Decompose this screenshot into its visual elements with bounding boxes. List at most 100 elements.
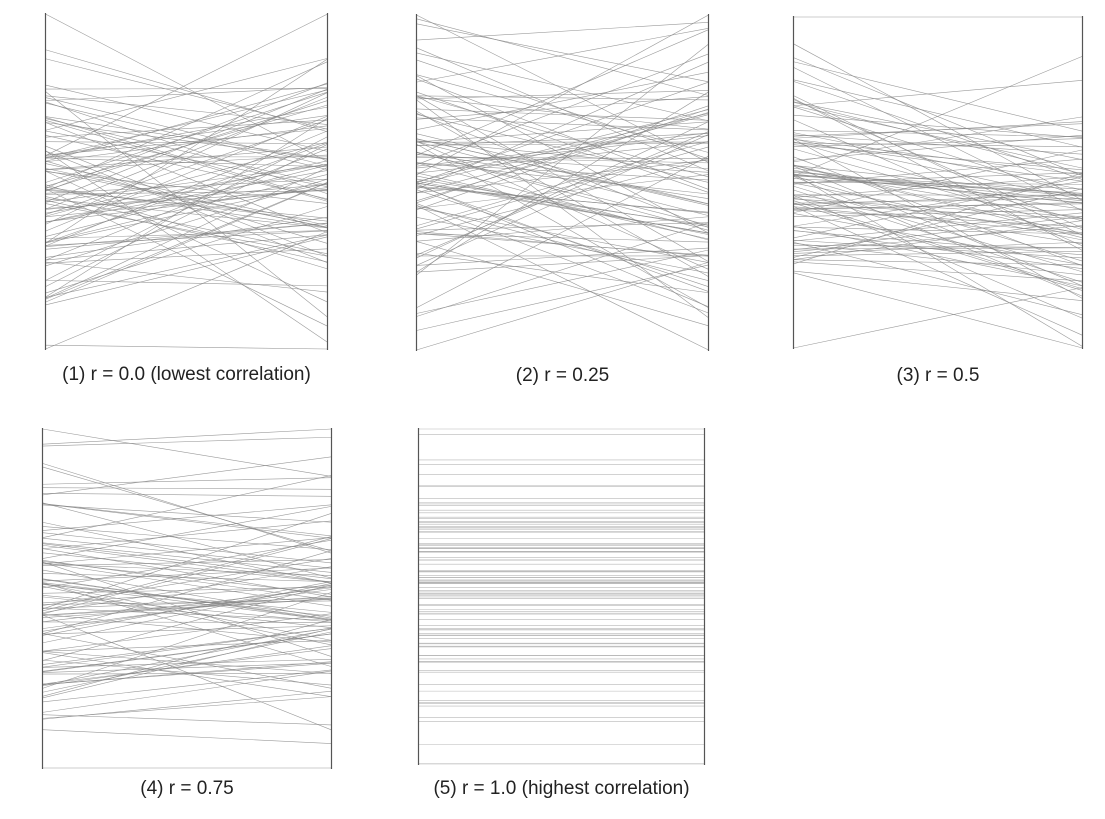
series-line — [793, 242, 1083, 276]
series-line — [42, 640, 332, 652]
series-line — [45, 97, 328, 167]
series-line — [416, 205, 709, 351]
series-line — [45, 174, 328, 243]
series-line — [42, 627, 332, 668]
series-line — [793, 119, 1083, 247]
series-line — [45, 280, 328, 287]
series-line — [42, 690, 332, 720]
chart-panel-3: (3) r = 0.5 — [792, 16, 1084, 386]
series-line — [416, 109, 709, 182]
series-line — [416, 121, 709, 259]
series-line — [45, 188, 328, 327]
series-line — [793, 138, 1083, 147]
series-line — [45, 144, 328, 287]
series-line — [416, 74, 709, 153]
series-line — [416, 141, 709, 216]
series-line — [42, 542, 332, 573]
series-line — [793, 43, 1083, 201]
series-line — [793, 287, 1083, 349]
series-line — [45, 230, 328, 246]
series-line — [793, 142, 1083, 148]
series-line — [45, 170, 328, 303]
series-line — [45, 203, 328, 257]
series-line — [793, 198, 1083, 217]
series-line — [793, 134, 1083, 155]
series-line — [45, 178, 328, 194]
chart-caption-4: (4) r = 0.75 — [140, 778, 234, 799]
series-line — [793, 158, 1083, 185]
series-line — [793, 229, 1083, 270]
series-line — [42, 487, 332, 490]
series-line — [416, 141, 709, 227]
series-line — [416, 162, 709, 181]
series-line — [45, 200, 328, 263]
series-line — [416, 112, 709, 202]
series-line — [42, 659, 332, 668]
series-line — [45, 182, 328, 300]
series-line — [416, 158, 709, 236]
series-line — [42, 537, 332, 565]
series-line — [45, 190, 328, 195]
series-line — [45, 120, 328, 202]
series-line — [416, 99, 709, 319]
series-line — [793, 270, 1083, 301]
series-line — [416, 131, 709, 256]
series-line — [45, 154, 328, 171]
series-line — [416, 52, 709, 122]
series-line — [42, 661, 332, 685]
series-line — [42, 477, 332, 485]
series-line — [42, 456, 332, 496]
series-line — [416, 29, 709, 156]
chart-panel-2: (2) r = 0.25 — [415, 14, 710, 386]
series-line — [45, 130, 328, 187]
series-line — [42, 648, 332, 685]
series-line — [45, 96, 328, 210]
parallel-coordinates-plot-2 — [415, 14, 710, 351]
series-line — [793, 172, 1083, 184]
series-line — [45, 163, 328, 203]
series-line — [416, 132, 709, 167]
series-line — [416, 110, 709, 277]
series-line — [42, 645, 332, 687]
series-line — [45, 122, 328, 160]
series-line — [45, 89, 328, 158]
series-line — [42, 466, 332, 552]
series-line — [45, 91, 328, 318]
series-line — [45, 188, 328, 218]
series-line — [45, 160, 328, 244]
series-line — [793, 244, 1083, 248]
series-line — [42, 670, 332, 713]
series-line — [45, 234, 328, 261]
series-line — [45, 119, 328, 138]
series-line — [416, 249, 709, 314]
series-line — [42, 537, 332, 569]
series-line — [45, 136, 328, 281]
series-line — [416, 178, 709, 228]
series-line — [45, 206, 328, 294]
series-line — [42, 548, 332, 598]
series-line — [416, 59, 709, 160]
series-line — [793, 130, 1083, 138]
series-line — [45, 163, 328, 214]
series-line — [45, 83, 328, 162]
series-line — [416, 156, 709, 160]
series-line — [42, 502, 332, 579]
series-line — [793, 167, 1083, 210]
series-line — [45, 261, 328, 293]
series-line — [416, 252, 709, 294]
series-line — [45, 141, 328, 217]
series-line — [45, 82, 328, 192]
series-line — [416, 18, 709, 96]
series-line — [416, 28, 709, 83]
series-line — [42, 504, 332, 523]
series-line — [793, 261, 1083, 282]
series-line — [793, 202, 1083, 210]
series-line — [42, 503, 332, 537]
series-line — [45, 88, 328, 90]
series-line — [45, 188, 328, 222]
series-line — [416, 151, 709, 226]
series-line — [793, 241, 1083, 316]
series-line — [42, 536, 332, 612]
series-line — [42, 566, 332, 613]
series-line — [793, 180, 1083, 227]
